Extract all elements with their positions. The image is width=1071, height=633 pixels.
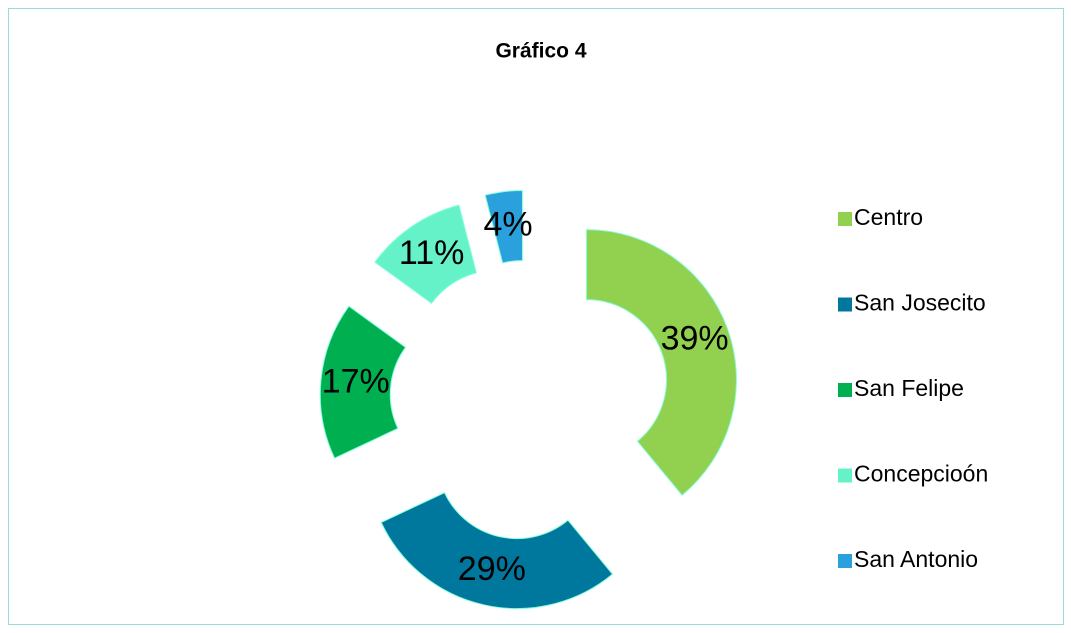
slice (380, 491, 614, 610)
legend-label: San Antonio (854, 546, 978, 572)
slice (585, 229, 737, 496)
chart-border (8, 8, 1064, 625)
legend-swatch (838, 554, 852, 568)
legend-swatch (838, 297, 852, 312)
data-label: 39% (661, 320, 729, 358)
legend-label: Centro (854, 204, 923, 230)
legend-swatch (838, 383, 852, 397)
data-label: 29% (458, 550, 526, 588)
slice (484, 189, 523, 264)
legend-swatch (838, 212, 852, 226)
legend-swatch (838, 468, 852, 483)
slice (374, 204, 477, 305)
data-label: 4% (483, 205, 532, 243)
legend-label: Concepcioón (854, 461, 988, 487)
legend-label: San Josecito (854, 290, 986, 316)
chart-title: Gráfico 4 (495, 40, 586, 63)
legend-label: San Felipe (854, 375, 964, 401)
slice (319, 305, 407, 459)
data-label: 11% (399, 234, 465, 272)
data-label: 17% (322, 363, 390, 401)
